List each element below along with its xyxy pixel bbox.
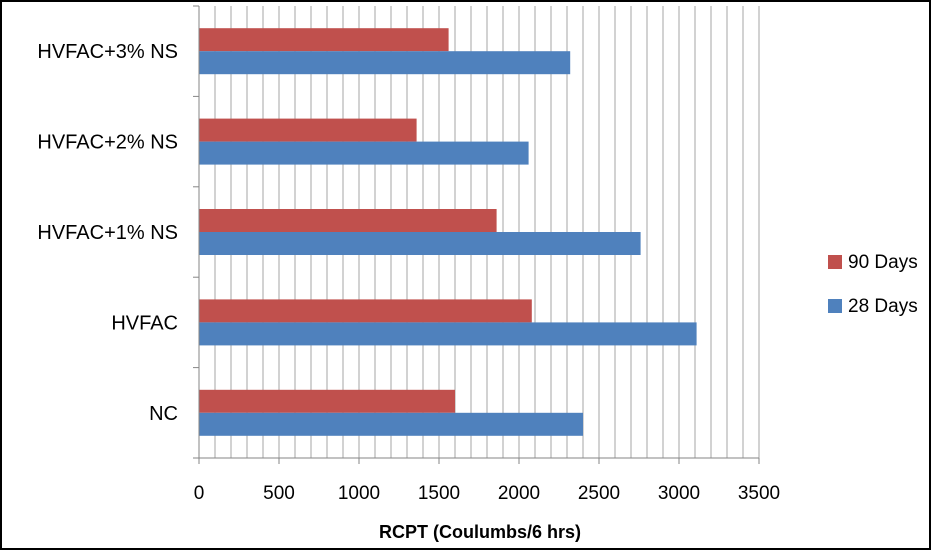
legend-swatch [828,255,842,269]
bar-28-days [199,232,641,255]
bar-90-days [199,28,449,52]
axes [193,5,760,464]
x-axis-title: RCPT (Coulumbs/6 hrs) [379,522,581,542]
bar-90-days [199,118,417,142]
bar-90-days [199,299,532,323]
bars [199,28,697,436]
bar-90-days [199,209,497,232]
x-tick-label: 2000 [498,483,540,504]
category-label: HVFAC+3% NS [37,41,178,63]
x-tick-label: 1500 [418,483,460,504]
legend-label: 28 Days [848,296,918,317]
x-tick-label: 500 [263,483,295,504]
x-tick-label: 2500 [578,483,620,504]
category-label: HVFAC+1% NS [37,222,178,244]
legend-label: 90 Days [848,252,918,273]
legend-swatch [828,299,842,313]
category-label: HVFAC+2% NS [37,132,178,154]
x-tick-label: 1000 [338,483,380,504]
x-tick-label: 0 [194,483,205,504]
bar-28-days [199,51,571,75]
x-tick-label: 3000 [658,483,700,504]
bar-28-days [199,412,583,436]
x-tick-label: 3500 [738,483,780,504]
category-label: HVFAC [111,312,178,334]
bar-28-days [199,141,529,165]
bar-90-days [199,389,455,413]
labels: NC HVFAC HVFAC+1% NS HVFAC+2% NS HVFAC+3% NS… [37,41,780,504]
category-label: NC [149,403,178,425]
bar-28-days [199,322,697,346]
legend: 90 Days 28 Days [828,252,918,317]
